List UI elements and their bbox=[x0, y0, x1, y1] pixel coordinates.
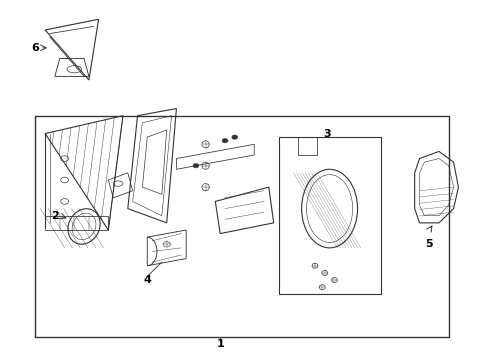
Circle shape bbox=[231, 135, 237, 139]
Text: 4: 4 bbox=[143, 275, 151, 285]
Text: 6: 6 bbox=[31, 43, 39, 53]
Circle shape bbox=[222, 139, 227, 143]
Circle shape bbox=[193, 163, 199, 168]
Text: 2: 2 bbox=[51, 211, 59, 221]
Text: 3: 3 bbox=[323, 129, 330, 139]
Bar bbox=[278, 137, 380, 294]
Text: 1: 1 bbox=[216, 339, 224, 349]
Bar bbox=[297, 137, 317, 155]
Bar bbox=[35, 116, 448, 337]
Text: 5: 5 bbox=[425, 239, 432, 249]
